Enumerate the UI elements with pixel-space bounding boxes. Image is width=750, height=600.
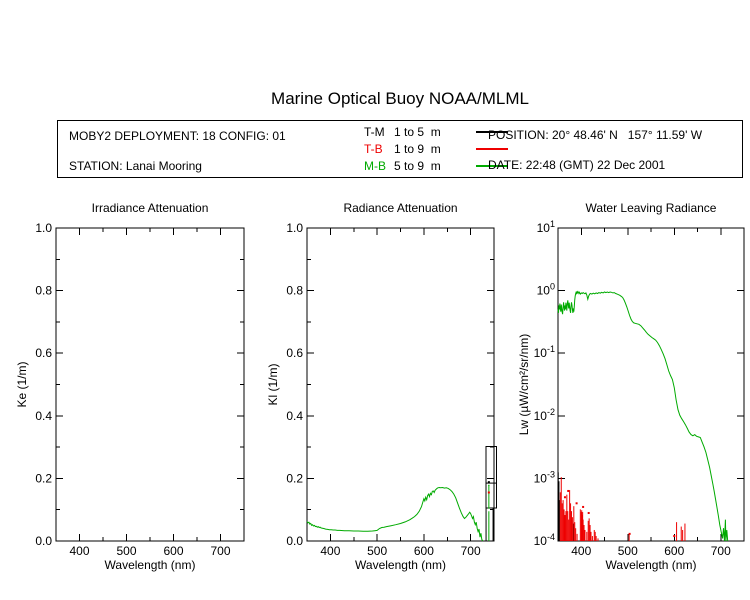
irradiance-attenuation-ytick-label: 0.2 <box>35 471 52 485</box>
radiance-attenuation-xtick-label: 600 <box>414 544 434 558</box>
water-leaving-radiance-title: Water Leaving Radiance <box>586 201 717 215</box>
water-leaving-radiance-ytick-label: 101 <box>537 219 555 235</box>
radiance-attenuation-errorbar-dot <box>487 491 490 494</box>
legend-label-tb: T-B <box>364 142 383 156</box>
legend-item-mb: M-B 5 to 9 m <box>364 159 508 173</box>
radiance-attenuation-errorbar-dot <box>487 481 490 484</box>
radiance-attenuation-chart: 400 500 600 700 0.0 0.2 0.4 0.6 0.8 1.0 Radiance A… <box>266 201 497 572</box>
radiance-attenuation-ytick-label: 0.2 <box>286 471 303 485</box>
water-leaving-radiance-ylabel: Lw (µW/cm²/sr/nm) <box>517 334 531 436</box>
water-leaving-radiance-ytick-label: 10-2 <box>534 407 555 423</box>
water-leaving-radiance-dot <box>575 502 578 505</box>
radiance-attenuation-xtick-label: 700 <box>461 544 481 558</box>
irradiance-attenuation-title: Irradiance Attenuation <box>92 201 209 215</box>
legend-range-mb: 5 to 9 m <box>394 159 441 173</box>
page-title: Marine Optical Buoy NOAA/MLML <box>271 89 529 108</box>
radiance-attenuation-frame <box>306 227 495 542</box>
water-leaving-radiance-ytick-label: 10-1 <box>534 344 555 360</box>
legend-label-tm: T-M <box>364 125 385 139</box>
legend-item-tb: T-B 1 to 9 m <box>364 142 508 156</box>
water-leaving-radiance-dot <box>582 505 585 508</box>
radiance-attenuation-errorbox <box>485 445 497 509</box>
legend-range-tm: 1 to 5 m <box>394 125 441 139</box>
deployment-text: MOBY2 DEPLOYMENT: 18 CONFIG: 01 <box>69 129 286 143</box>
legend-line-sample-black <box>476 131 508 133</box>
radiance-attenuation-series-line <box>306 486 484 542</box>
radiance-attenuation-ytick-label: 0.4 <box>286 409 303 423</box>
irradiance-attenuation-frame <box>55 227 245 542</box>
radiance-attenuation-ytick-label: 0.0 <box>286 534 303 548</box>
irradiance-attenuation-xtick-label: 500 <box>116 544 136 558</box>
radiance-attenuation-ylabel: Kl (1/m) <box>266 363 280 405</box>
water-leaving-radiance-xlabel: Wavelength (nm) <box>606 558 697 572</box>
radiance-attenuation-xtick-label: 400 <box>320 544 340 558</box>
legend-label-mb: M-B <box>364 159 386 173</box>
water-leaving-radiance-chart: 400 500 600 700 101 100 10-1 10-2 10-3 10-4 Water … <box>517 201 745 572</box>
irradiance-attenuation-ytick-label: 0.0 <box>35 534 52 548</box>
radiance-attenuation-ytick-label: 0.6 <box>286 346 303 360</box>
irradiance-attenuation-xtick-label: 600 <box>163 544 183 558</box>
irradiance-attenuation-xlabel: Wavelength (nm) <box>105 558 196 572</box>
water-leaving-radiance-xtick-label: 400 <box>571 544 591 558</box>
water-leaving-radiance-dot <box>563 496 566 499</box>
irradiance-attenuation-ytick-label: 0.4 <box>35 409 52 423</box>
irradiance-attenuation-xtick-label: 400 <box>69 544 89 558</box>
water-leaving-radiance-ytick-label: 10-4 <box>534 532 555 548</box>
position-text: POSITION: 20° 48.46' N 157° 11.59' W <box>488 128 703 142</box>
water-leaving-radiance-ytick-label: 10-3 <box>534 469 555 485</box>
water-leaving-radiance-dot <box>567 489 570 492</box>
water-leaving-radiance-frame <box>557 227 745 542</box>
legend-line-sample-red <box>476 148 508 150</box>
station-text: STATION: Lanai Mooring <box>69 159 202 173</box>
irradiance-attenuation-ytick-label: 0.6 <box>35 346 52 360</box>
radiance-attenuation-ytick-label: 0.8 <box>286 284 303 298</box>
legend-range-tb: 1 to 9 m <box>394 142 441 156</box>
water-leaving-radiance-xtick-label: 600 <box>664 544 684 558</box>
water-leaving-radiance-dot <box>628 532 631 535</box>
header-info-box: MOBY2 DEPLOYMENT: 18 CONFIG: 01 STATION:… <box>57 120 743 178</box>
water-leaving-radiance-dot <box>587 512 590 515</box>
irradiance-attenuation-ytick-label: 0.8 <box>35 284 52 298</box>
irradiance-attenuation-ytick-label: 1.0 <box>35 221 52 235</box>
irradiance-attenuation-ylabel: Ke (1/m) <box>15 361 29 407</box>
water-leaving-radiance-ytick-label: 100 <box>537 282 555 298</box>
legend-item-tm: T-M 1 to 5 m <box>364 125 508 139</box>
radiance-attenuation-xlabel: Wavelength (nm) <box>355 558 446 572</box>
radiance-attenuation-title: Radiance Attenuation <box>343 201 457 215</box>
legend-line-sample-green <box>476 165 508 167</box>
date-text: DATE: 22:48 (GMT) 22 Dec 2001 <box>488 158 666 172</box>
water-leaving-radiance-dot <box>673 535 676 538</box>
radiance-attenuation-ytick-label: 1.0 <box>286 221 303 235</box>
water-leaving-radiance-xtick-label: 500 <box>618 544 638 558</box>
water-leaving-radiance-series-line <box>557 290 729 542</box>
irradiance-attenuation-chart: 400 500 600 700 0.0 0.2 0.4 0.6 0.8 1.0 Irradiance… <box>15 201 245 572</box>
water-leaving-radiance-xtick-label: 700 <box>711 544 731 558</box>
radiance-attenuation-xtick-label: 500 <box>367 544 387 558</box>
irradiance-attenuation-xtick-label: 700 <box>210 544 230 558</box>
